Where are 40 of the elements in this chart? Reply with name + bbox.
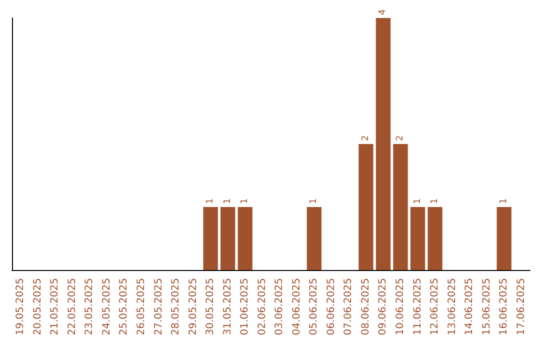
x-tick-label: 29.05.2025 bbox=[188, 278, 199, 336]
data-label: 1 bbox=[309, 198, 320, 204]
data-label: 2 bbox=[360, 135, 371, 141]
x-tick-label: 01.06.2025 bbox=[240, 278, 251, 336]
x-tick-label: 14.06.2025 bbox=[464, 278, 476, 336]
x-tick-label: 28.05.2025 bbox=[170, 278, 182, 336]
x-tick-label: 22.05.2025 bbox=[66, 278, 78, 336]
data-label: 1 bbox=[430, 198, 440, 204]
data-label: 1 bbox=[222, 198, 233, 204]
x-tick-label: 13.06.2025 bbox=[446, 278, 458, 336]
x-tick-label: 11.06.2025 bbox=[412, 278, 424, 336]
data-label: 1 bbox=[499, 198, 510, 204]
x-tick-label: 04.06.2025 bbox=[291, 278, 302, 336]
x-tick-label: 08.06.2025 bbox=[360, 278, 372, 336]
x-tick-label: 17.06.2025 bbox=[516, 278, 527, 336]
x-tick-label: 25.05.2025 bbox=[118, 278, 130, 336]
x-tick-label: 27.05.2025 bbox=[153, 278, 164, 336]
x-tick-label: 31.05.2025 bbox=[222, 278, 234, 336]
x-tick-label: 03.06.2025 bbox=[274, 278, 286, 336]
data-label: 1 bbox=[206, 198, 216, 204]
data-label: 1 bbox=[240, 198, 250, 204]
x-tick-label: 07.06.2025 bbox=[343, 278, 354, 336]
x-tick-label: 30.05.2025 bbox=[205, 278, 216, 336]
x-tick-label: 05.06.2025 bbox=[308, 278, 320, 336]
x-tick-label: 26.05.2025 bbox=[136, 278, 147, 336]
x-tick-label: 06.06.2025 bbox=[326, 278, 337, 336]
x-tick-label: 21.05.2025 bbox=[50, 278, 61, 336]
x-tick-label: 02.06.2025 bbox=[256, 278, 268, 336]
x-tick-label: 24.05.2025 bbox=[101, 278, 112, 336]
x-tick-label: 16.06.2025 bbox=[498, 278, 510, 336]
x-tick-label: 09.06.2025 bbox=[378, 278, 389, 336]
data-label: 1 bbox=[412, 198, 423, 204]
data-label: 2 bbox=[396, 135, 406, 141]
x-tick-label: 15.06.2025 bbox=[481, 278, 492, 336]
x-tick-label: 19.05.2025 bbox=[15, 278, 26, 336]
x-tick-label: 12.06.2025 bbox=[430, 278, 441, 336]
x-tick-label: 10.06.2025 bbox=[395, 278, 406, 336]
x-tick-label: 20.05.2025 bbox=[32, 278, 44, 336]
x-tick-label: 23.05.2025 bbox=[84, 278, 96, 336]
data-label: 4 bbox=[378, 9, 388, 15]
